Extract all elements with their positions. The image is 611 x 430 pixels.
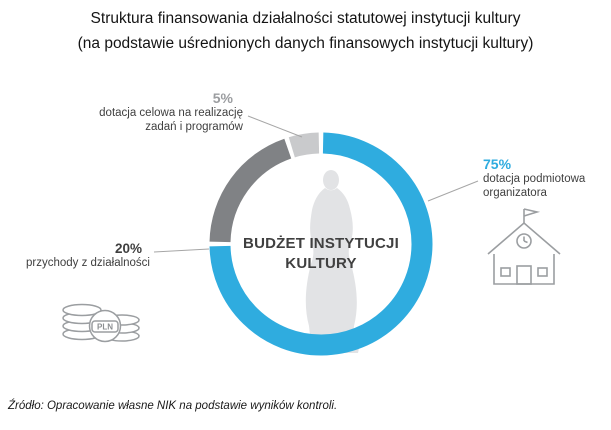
door-icon: [516, 265, 532, 285]
flag-icon: [523, 208, 541, 217]
leader-line-20pct: [153, 248, 210, 253]
donut-segment-5pct: [288, 132, 320, 158]
pct-label-5: 5%: [212, 90, 233, 106]
window-icon: [500, 267, 511, 277]
school-building-icon: [487, 208, 561, 285]
callout-dotacja-celowa: 5% dotacja celowa na realizację zadań i …: [99, 90, 243, 134]
callout-label-line: dotacja podmiotowa: [483, 173, 586, 185]
callout-przychody: 20% przychody z działalności: [26, 240, 150, 271]
callout-label-line: zadań i programów: [145, 120, 243, 133]
center-label-line2: KULTURY: [285, 255, 357, 272]
chart-title: Struktura finansowania działalności stat…: [0, 6, 611, 56]
pln-coins-icon: PLN: [62, 303, 140, 343]
pct-label-20: 20%: [114, 241, 142, 256]
chart-title-line1: Struktura finansowania działalności stat…: [90, 10, 521, 27]
donut-segment-75pct: [209, 132, 433, 356]
callout-dotacja-podmiotowa: 75% dotacja podmiotowa organizatora: [483, 156, 585, 200]
donut-ring: [209, 132, 433, 356]
center-label-line1: BUDŻET INSTYTUCJI: [243, 235, 399, 252]
callout-label-line: przychody z działalności: [25, 257, 150, 269]
callout-label-line: organizatora: [483, 186, 547, 199]
donut-center-label: BUDŻET INSTYTUCJI KULTURY: [221, 234, 421, 274]
pln-coin-label: PLN: [97, 323, 113, 332]
leader-line-5pct: [247, 115, 303, 138]
donut-segment-20pct: [209, 138, 292, 243]
source-note: Źródło: Opracowanie własne NIK na podsta…: [8, 400, 338, 412]
pct-label-75: 75%: [483, 156, 512, 172]
leader-line-75pct: [427, 180, 479, 202]
window-icon: [537, 267, 548, 277]
callout-label-line: dotacja celowa na realizację: [99, 107, 243, 119]
chart-title-line2: (na podstawie uśrednionych danych finans…: [77, 35, 534, 52]
